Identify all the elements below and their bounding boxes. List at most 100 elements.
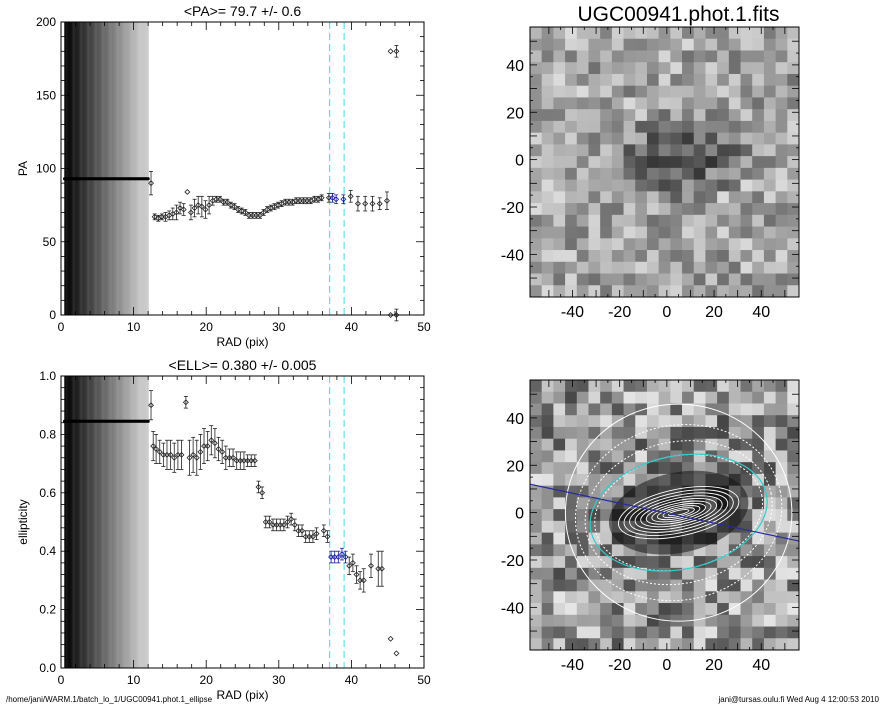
data-point — [299, 527, 305, 534]
image-pixel — [635, 73, 648, 87]
image-pixel — [705, 426, 718, 440]
data-point — [182, 399, 189, 406]
image-pixel — [541, 285, 554, 297]
image-pixel — [763, 109, 777, 122]
image-pixel — [530, 403, 543, 416]
image-pixel — [670, 426, 683, 440]
image-pixel — [670, 38, 683, 51]
image-pixel — [705, 38, 718, 51]
image-pixel — [775, 38, 788, 51]
image-pixel — [623, 426, 636, 440]
y-tick-label: 200 — [36, 15, 56, 29]
image-pixel — [775, 485, 788, 498]
image-pixel — [787, 509, 799, 522]
image-pixel — [530, 556, 543, 569]
image-pixel — [717, 167, 730, 181]
image-pixel — [530, 191, 543, 204]
image-pixel — [530, 567, 543, 581]
image-pixel — [635, 214, 648, 228]
image-pixel — [541, 532, 554, 545]
image-pixel — [682, 132, 695, 145]
image-pixel — [553, 109, 566, 122]
image-pixel — [682, 97, 695, 110]
image-pixel — [635, 591, 648, 604]
image-pixel — [670, 591, 683, 604]
image-pixel — [717, 462, 730, 475]
image-pixel — [588, 473, 601, 487]
image-pixel — [565, 73, 578, 87]
image-pixel — [752, 579, 765, 592]
image-pixel — [576, 591, 589, 604]
image-pixel — [658, 203, 671, 216]
isophote-ellipse — [564, 403, 793, 622]
image-pixel — [576, 403, 589, 416]
image-pixel — [682, 226, 695, 239]
image-pixel — [530, 626, 543, 639]
image-pixel — [611, 120, 625, 134]
image-pixel — [693, 167, 706, 181]
image-pixel — [646, 591, 660, 604]
image-pixel — [553, 38, 566, 51]
image-pixel — [600, 450, 613, 463]
data-point — [242, 209, 249, 216]
image-pixel — [530, 109, 543, 122]
data-point — [384, 197, 390, 204]
image-pixel — [541, 462, 554, 475]
image-pixel — [670, 462, 683, 475]
image-pixel — [576, 238, 589, 251]
image-pixel — [588, 191, 601, 204]
image-pixel — [740, 567, 753, 581]
image-pixel — [658, 380, 671, 393]
image-pixel — [611, 214, 625, 228]
image-pixel — [588, 567, 601, 581]
image-pixel — [576, 556, 589, 569]
data-point — [266, 519, 273, 525]
y-tick-label: 0 — [515, 506, 524, 523]
image-pixel — [635, 27, 648, 40]
image-pixel — [541, 85, 554, 98]
image-pixel — [576, 38, 589, 51]
image-pixel — [763, 403, 777, 416]
image-pixel — [693, 238, 706, 251]
data-point — [335, 554, 342, 561]
image-pixel — [752, 415, 765, 428]
data-point — [206, 202, 213, 209]
image-pixel — [623, 238, 636, 251]
data-point — [320, 527, 327, 534]
image-pixel — [775, 591, 788, 604]
isophote-ellipse — [623, 489, 734, 536]
image-pixel — [565, 238, 578, 251]
image-pixel — [763, 27, 777, 40]
image-pixel — [775, 250, 788, 263]
image-pixel — [623, 85, 636, 98]
data-point — [346, 562, 353, 569]
image-pixel — [787, 179, 799, 192]
data-point — [187, 209, 194, 216]
image-pixel — [541, 380, 554, 393]
image-pixel — [588, 27, 601, 40]
image-pixel — [705, 97, 718, 110]
image-pixel — [728, 50, 742, 63]
image-pixel — [530, 62, 543, 75]
image-pixel — [600, 132, 613, 145]
image-pixel — [658, 261, 671, 275]
data-point — [342, 554, 349, 561]
image-pixel — [576, 191, 589, 204]
footer-file-path: /home/jani/WARM.1/batch_lo_1/UGC00941.ph… — [6, 695, 213, 704]
image-pixel — [565, 50, 578, 63]
image-pixel — [565, 438, 578, 451]
image-pixel — [740, 97, 753, 110]
image-pixel — [553, 485, 566, 498]
image-pixel — [635, 97, 648, 110]
image-pixel — [600, 191, 613, 204]
image-pixel — [658, 273, 671, 286]
image-pixel — [588, 73, 601, 87]
isophote-ellipse — [640, 498, 718, 528]
image-pixel — [623, 179, 636, 192]
image-pixel — [658, 167, 671, 181]
x-tick-label: 40 — [752, 657, 770, 674]
image-pixel — [553, 144, 566, 157]
data-point — [255, 483, 262, 490]
image-pixel — [530, 97, 543, 110]
image-pixel — [752, 179, 765, 192]
